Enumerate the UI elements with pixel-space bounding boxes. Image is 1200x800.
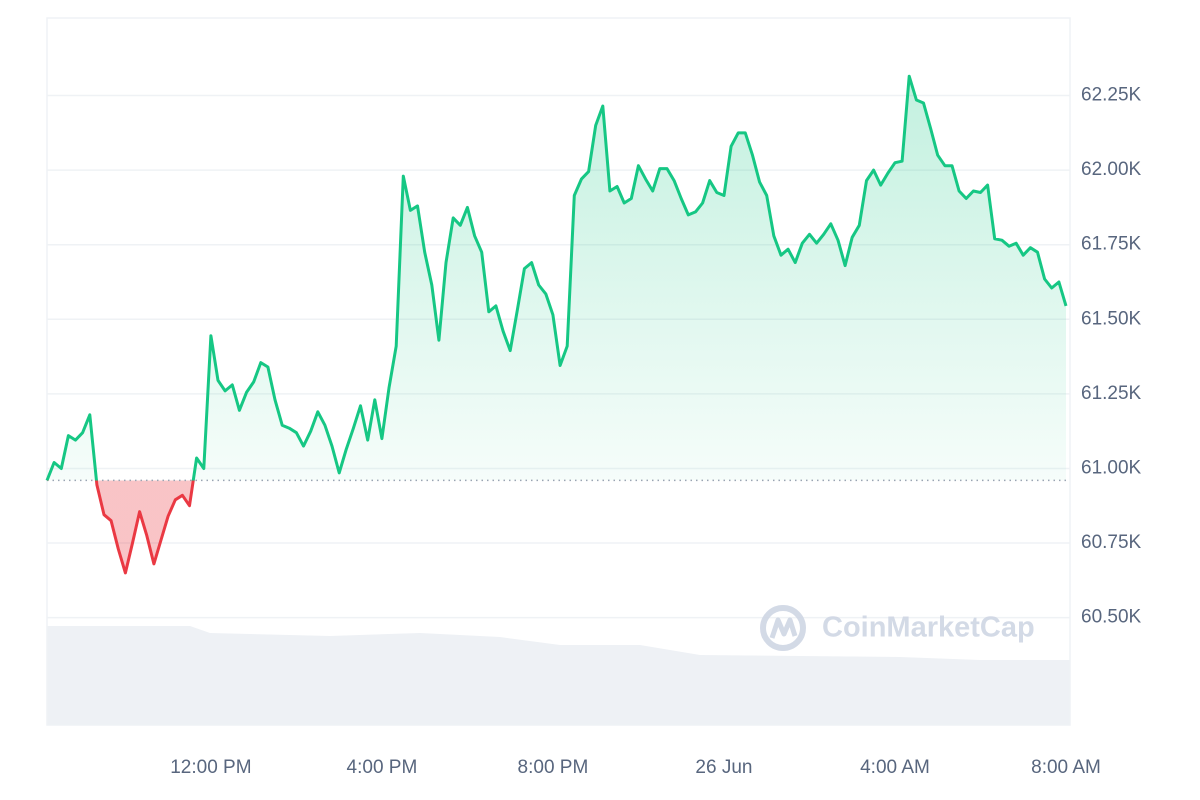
price-line [45,74,1068,575]
plot-frame [46,17,1071,726]
y-tick-label: 61.50K [1081,308,1142,329]
x-tick-label: 12:00 PM [170,757,251,778]
x-tick-label: 4:00 AM [860,757,930,778]
x-tick-label: 8:00 AM [1031,757,1101,778]
x-tick-label: 26 Jun [695,757,752,778]
watermark: CoinMarketCap [760,605,1035,651]
y-tick-label: 60.75K [1081,532,1142,553]
x-tick-label: 4:00 PM [347,757,418,778]
y-tick-label: 61.75K [1081,234,1142,255]
volume-area [47,626,1070,725]
x-tick-label: 8:00 PM [518,757,589,778]
plot [45,74,1070,575]
y-tick-label: 62.00K [1081,159,1142,180]
watermark-logo-mark [769,617,798,639]
y-tick-label: 60.50K [1081,607,1142,628]
y-tick-label: 62.25K [1081,85,1142,106]
watermark-text: CoinMarketCap [822,612,1035,644]
area [47,76,1066,573]
y-tick-label: 61.00K [1081,457,1142,478]
watermark-logo [760,605,806,651]
y-tick-label: 61.25K [1081,383,1142,404]
